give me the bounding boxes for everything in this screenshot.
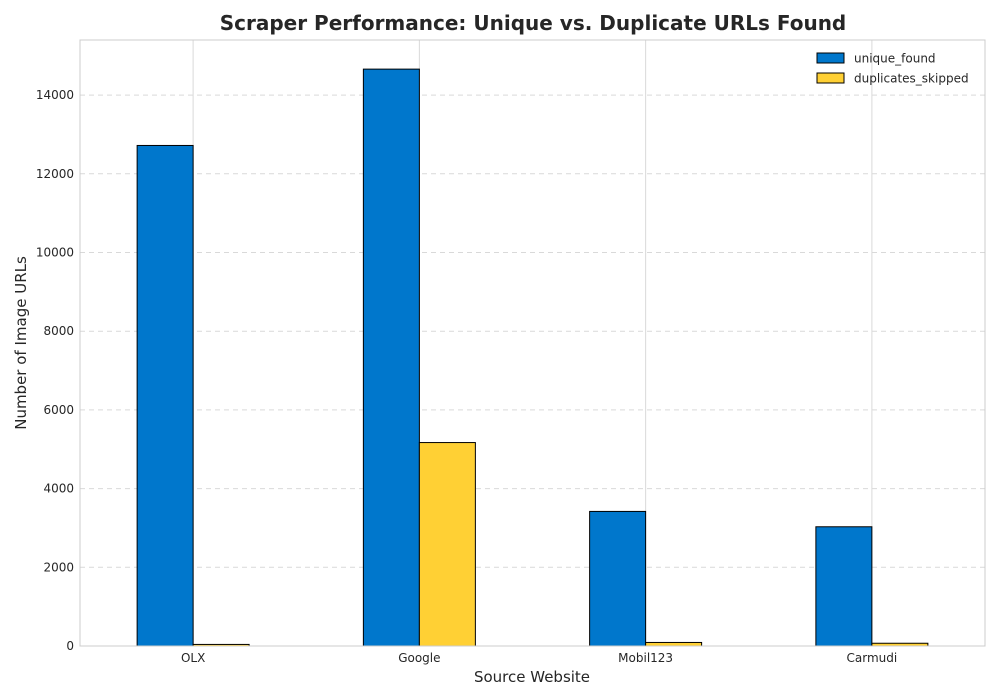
legend: unique_found duplicates_skipped — [816, 52, 969, 86]
chart-title: Scraper Performance: Unique vs. Duplicat… — [220, 11, 847, 35]
legend-swatch-unique_found — [816, 52, 845, 64]
y-tick-label: 8000 — [43, 324, 74, 338]
bars — [136, 68, 929, 647]
legend-label-duplicates_skipped: duplicates_skipped — [854, 72, 969, 86]
legend-label-unique_found: unique_found — [854, 52, 936, 66]
bar-unique_found — [136, 144, 194, 647]
y-tick-label: 14000 — [36, 88, 74, 102]
x-axis-label: Source Website — [474, 668, 590, 686]
y-tick-label: 12000 — [36, 167, 74, 181]
ticks: 0 2000 4000 6000 8000 10000 12000 14000 OLX Googl… — [36, 88, 897, 665]
y-tick-label: 6000 — [43, 403, 74, 417]
y-tick-label: 4000 — [43, 482, 74, 496]
bar-unique_found — [362, 68, 420, 647]
bar-unique_found — [815, 526, 873, 647]
y-tick-label: 2000 — [43, 560, 74, 574]
y-tick-label: 10000 — [36, 245, 74, 259]
y-tick-label: 0 — [66, 639, 74, 653]
x-tick-label: OLX — [181, 651, 205, 665]
bar-duplicates_skipped — [418, 442, 476, 647]
bar-unique_found — [589, 510, 647, 647]
bar-duplicates_skipped — [645, 641, 703, 647]
x-tick-label: Google — [398, 651, 440, 665]
x-tick-label: Carmudi — [847, 651, 898, 665]
y-axis-label: Number of Image URLs — [12, 256, 30, 430]
x-tick-label: Mobil123 — [618, 651, 673, 665]
plot-frame — [79, 39, 986, 647]
legend-swatch-duplicates_skipped — [816, 72, 845, 84]
